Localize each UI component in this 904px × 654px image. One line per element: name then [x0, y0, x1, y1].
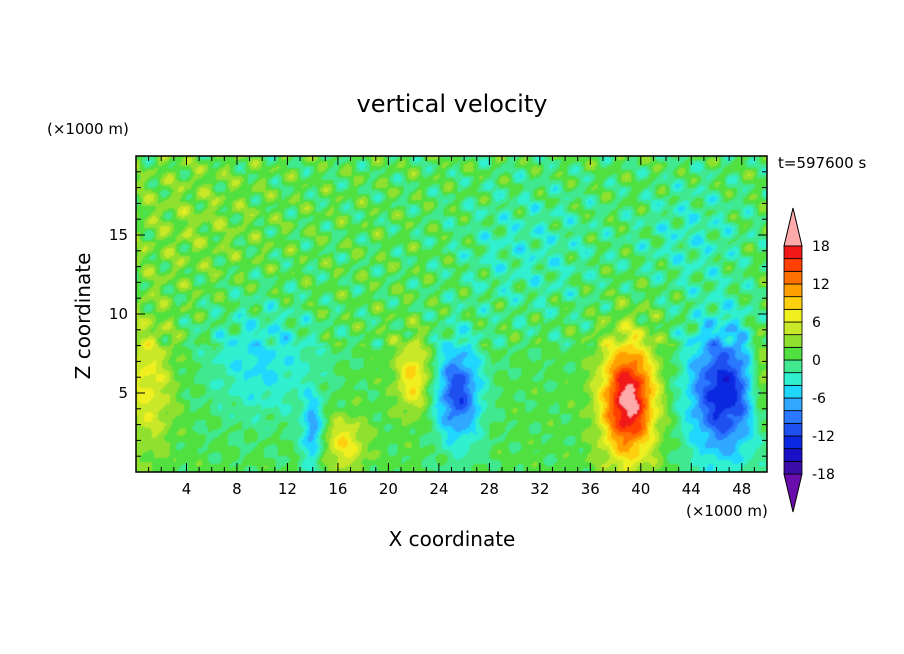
y-axis-ticks: 5 10 15 — [109, 171, 767, 457]
colorbar-segment — [783, 359, 803, 374]
colorbar-segment — [783, 308, 803, 323]
colorbar-upper-extension — [783, 207, 803, 247]
colorbar-segment — [783, 422, 803, 437]
x-tick-label: 4 — [182, 480, 192, 498]
x-tick-label: 16 — [328, 480, 347, 498]
x-axis-ticks: 4 8 12 16 20 24 28 32 36 40 44 48 — [148, 156, 755, 498]
colorbar-tick-label: -18 — [812, 467, 835, 483]
colorbar-segment — [783, 245, 803, 260]
colorbar-tick-label: 6 — [812, 315, 821, 331]
x-tick-label: 36 — [581, 480, 600, 498]
colorbar-segment — [783, 435, 803, 450]
y-tick-label: 15 — [109, 226, 128, 244]
time-label: t=597600 s — [778, 154, 866, 172]
y-axis-label: Z coordinate — [71, 253, 95, 380]
x-unit-label: (×1000 m) — [686, 502, 768, 520]
colorbar-segment — [783, 460, 803, 475]
x-tick-label: 32 — [530, 480, 549, 498]
x-tick-label: 48 — [732, 480, 751, 498]
chart-title: vertical velocity — [357, 90, 548, 118]
colorbar-segment — [783, 448, 803, 462]
x-tick-label: 44 — [682, 480, 701, 498]
y-unit-label: (×1000 m) — [47, 120, 129, 138]
colorbar-tick-label: -12 — [812, 429, 835, 445]
velocity-field — [136, 156, 767, 472]
colorbar-tick-label: 12 — [812, 277, 830, 293]
colorbar-segment — [783, 270, 803, 285]
colorbar-segment — [783, 321, 803, 336]
x-tick-label: 12 — [278, 480, 297, 498]
colorbar-segment — [783, 258, 803, 272]
colorbar-tick-label: -6 — [812, 391, 826, 407]
x-tick-label: 24 — [429, 480, 448, 498]
colorbar-segment — [783, 410, 803, 424]
colorbar-segment — [783, 397, 803, 412]
colorbar-lower-extension — [783, 473, 803, 513]
colorbar-segment — [783, 334, 803, 348]
x-tick-label: 40 — [631, 480, 650, 498]
colorbar-segment — [783, 283, 803, 298]
colorbar-segment — [783, 372, 803, 386]
colorbar-tick-label: 0 — [812, 353, 821, 369]
colorbar: 18 12 6 0 -6 -12 -18 — [783, 207, 835, 513]
x-tick-label: 8 — [232, 480, 242, 498]
colorbar-segment — [783, 346, 803, 361]
y-tick-label: 10 — [109, 305, 128, 323]
x-tick-label: 28 — [480, 480, 499, 498]
colorbar-segment — [783, 384, 803, 399]
y-tick-label: 5 — [118, 384, 128, 402]
x-axis-label: X coordinate — [389, 527, 516, 551]
colorbar-tick-label: 18 — [812, 239, 830, 255]
colorbar-segment — [783, 296, 803, 310]
x-tick-label: 20 — [379, 480, 398, 498]
